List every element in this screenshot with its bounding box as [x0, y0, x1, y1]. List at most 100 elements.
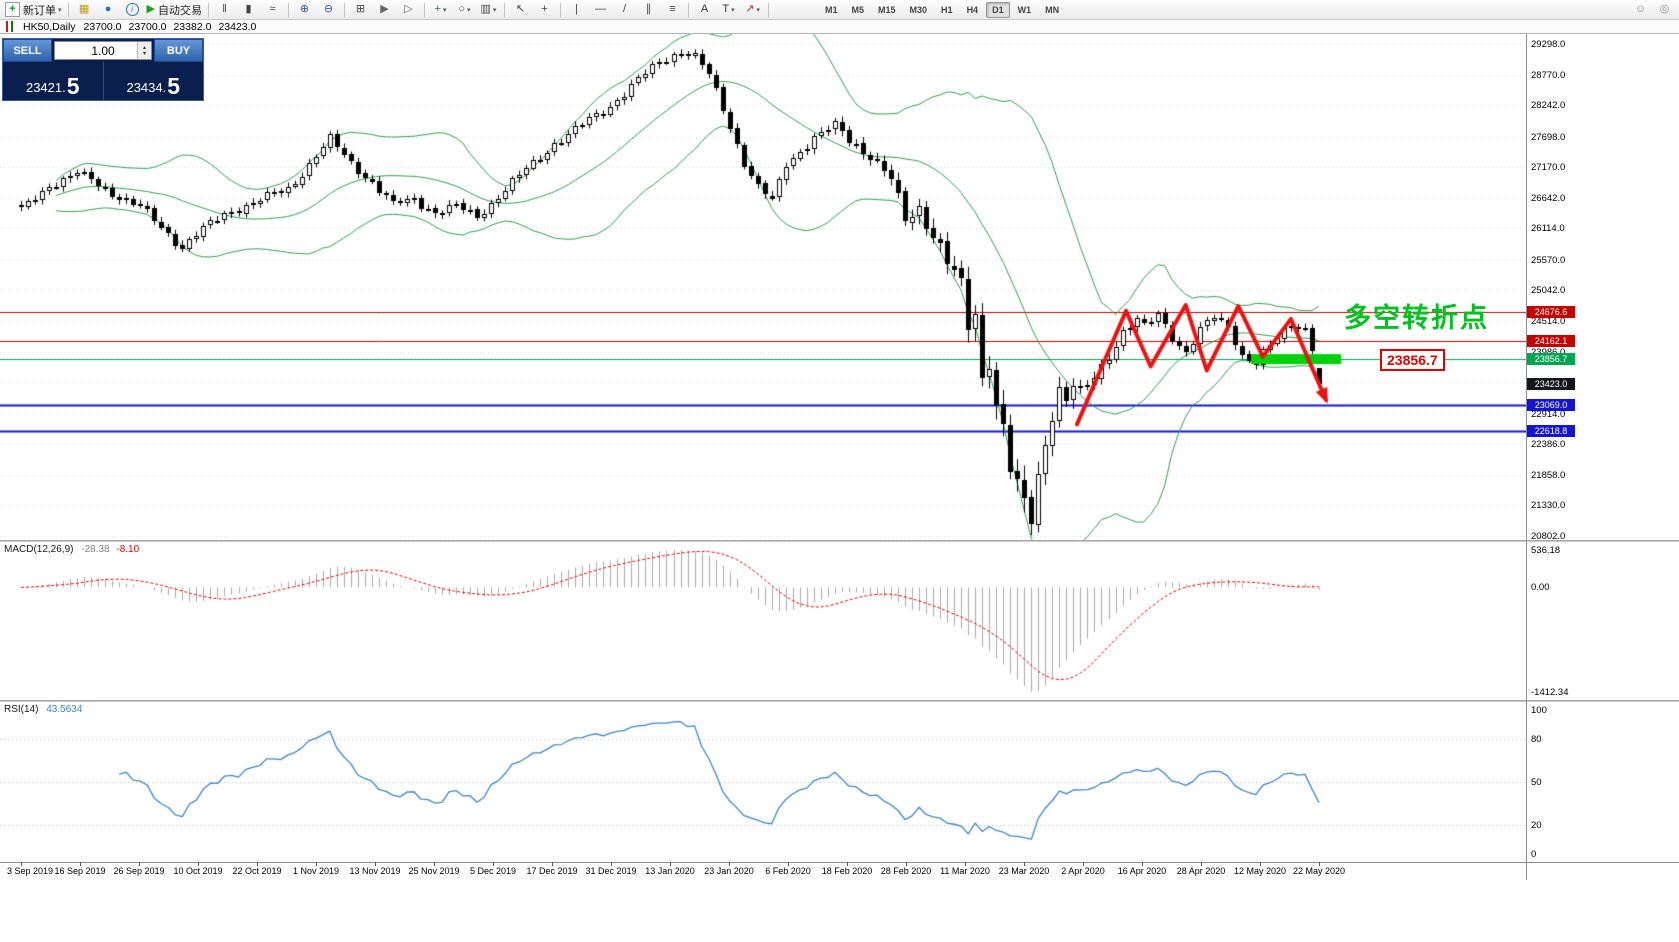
time-axis-label: 22 May 2020: [1292, 866, 1346, 876]
autotrading-button[interactable]: ▶ 自动交易: [145, 0, 204, 19]
caret-down-icon: ▾: [467, 6, 471, 14]
info-icon[interactable]: i: [121, 0, 144, 19]
charts-grid-icon-glyph: ▦: [78, 3, 90, 15]
vertical-line-icon[interactable]: |: [565, 0, 588, 19]
candlestick-chart-icon[interactable]: ▮: [237, 0, 260, 19]
arrows-icon[interactable]: ↗ ▾: [741, 0, 764, 19]
price-scale-label: 26642.0: [1531, 192, 1566, 204]
volume-up-icon[interactable]: ▴: [142, 44, 146, 51]
price-scale-label: 25570.0: [1531, 254, 1566, 266]
macd-signal-value: -8.10: [116, 544, 140, 555]
help-search-icon[interactable]: ◎: [1653, 0, 1676, 19]
cursor-icon[interactable]: ↖: [509, 0, 532, 19]
toolbar-separator: [287, 2, 289, 17]
timeframe-button-mn[interactable]: MN: [1045, 4, 1060, 15]
crosshair-icon[interactable]: +: [533, 0, 556, 19]
time-axis-label: 12 May 2020: [1233, 866, 1287, 876]
bar-chart-icon[interactable]: ‖: [213, 0, 236, 19]
autotrading-glyph: ▶: [146, 3, 155, 15]
rsi-panel-splitter[interactable]: [0, 700, 1679, 702]
new-order-button-label: 新订单: [23, 4, 56, 17]
time-axis-label: 22 Oct 2019: [232, 866, 282, 876]
timeframe-group: M1 M5 M15 M30 H1 H4 D1 W1 MN: [819, 1, 1065, 18]
buy-price[interactable]: 23434. 5: [102, 62, 204, 100]
equidistant-channel-icon[interactable]: ∥: [637, 0, 660, 19]
volume-stepper[interactable]: ▴ ▾: [137, 42, 151, 59]
time-axis-label: 28 Apr 2020: [1176, 866, 1226, 876]
main-chart-canvas[interactable]: [0, 34, 1526, 540]
macd-scale-zero: 0.00: [1531, 582, 1550, 594]
fibonacci-icon-glyph: ≡: [669, 3, 676, 15]
chart-title-bar: HK50,Daily 23700.0 23700.0 23382.0 23423.0: [0, 20, 1679, 34]
time-axis-label: 3 Sep 2019: [6, 866, 54, 876]
toolbar-separator: [767, 2, 769, 17]
timeframe-button-m15[interactable]: M15: [878, 4, 896, 15]
trendline-icon[interactable]: /: [613, 0, 636, 19]
info-icon-glyph: i: [125, 3, 139, 16]
price-tag-annotation[interactable]: 23856.7: [1380, 349, 1445, 371]
time-axis-label: 16 Apr 2020: [1117, 866, 1167, 876]
sell-price-main: 23421.: [25, 80, 66, 95]
rsi-value: 43.5634: [46, 704, 83, 715]
timeframe-button-d1[interactable]: D1: [986, 1, 1010, 18]
macd-chart-canvas[interactable]: [0, 542, 1526, 700]
timeframe-button-m1[interactable]: M1: [824, 4, 838, 15]
time-axis-label: 13 Nov 2019: [349, 866, 401, 876]
sell-price-big-digit: 5: [66, 73, 80, 99]
price-scale-label: 22386.0: [1531, 439, 1566, 451]
time-axis-label: 10 Oct 2019: [173, 866, 223, 876]
profile-icon[interactable]: ●: [97, 0, 120, 19]
toolbar-separator: [503, 2, 505, 17]
timeframe-button-m5[interactable]: M5: [851, 4, 865, 15]
indicators-icon[interactable]: + ▾: [429, 0, 452, 19]
templates-icon[interactable]: ▥ ▾: [477, 0, 500, 19]
text-label-icon[interactable]: T ▾: [717, 0, 740, 19]
turning-point-annotation[interactable]: 多空转折点: [1344, 303, 1489, 333]
timeframe-button-h4[interactable]: H4: [966, 4, 979, 15]
timeframe-button-m30[interactable]: M30: [909, 4, 928, 15]
time-axis-label: 26 Sep 2019: [113, 866, 165, 876]
sell-price[interactable]: 23421. 5: [3, 62, 103, 100]
volume-field[interactable]: 1.00 ▴ ▾: [54, 41, 152, 60]
zoom-in-icon-glyph: ⊕: [299, 3, 310, 15]
buy-button[interactable]: BUY: [154, 39, 203, 62]
ohlc-readout: 23700.0 23700.0 23382.0 23423.0: [84, 21, 264, 33]
zoom-out-icon[interactable]: ⊖: [317, 0, 340, 19]
chart-shift-icon[interactable]: ▷: [397, 0, 420, 19]
tile-windows-icon[interactable]: ⊞: [349, 0, 372, 19]
timeframe-button-w1[interactable]: W1: [1017, 4, 1032, 15]
macd-panel-splitter[interactable]: [0, 540, 1679, 542]
fibonacci-icon[interactable]: ≡: [661, 0, 684, 19]
price-scale-label: 27170.0: [1531, 162, 1566, 174]
price-scale-label: 29298.0: [1531, 39, 1566, 50]
macd-name-label: MACD(12,26,9): [4, 544, 74, 555]
toolbar-separator: [207, 2, 209, 17]
symbol-icon: [4, 21, 15, 32]
caret-down-icon: ▾: [756, 6, 760, 14]
community-icon[interactable]: ☺: [1629, 0, 1652, 19]
horizontal-line-icon[interactable]: —: [589, 0, 612, 19]
trade-panel-controls: SELL 1.00 ▴ ▾ BUY: [3, 39, 203, 62]
line-chart-icon[interactable]: ≈: [261, 0, 284, 19]
horizontal-line-icon-glyph: —: [594, 3, 606, 15]
sell-button[interactable]: SELL: [3, 39, 52, 62]
auto-scroll-icon[interactable]: ▶: [373, 0, 396, 19]
timeframe-button-h1[interactable]: H1: [941, 4, 953, 15]
text-icon-glyph: A: [700, 3, 709, 15]
text-icon[interactable]: A: [693, 0, 716, 19]
time-axis-separator: [0, 862, 1679, 863]
charts-grid-icon[interactable]: ▦: [73, 0, 96, 19]
new-order-button[interactable]: + 新订单 ▾: [3, 0, 64, 19]
rsi-chart-canvas[interactable]: [0, 702, 1526, 862]
autotrading-button-label: 自动交易: [157, 4, 202, 17]
current-price-badge: 23423.0: [1527, 378, 1575, 391]
time-axis-label: 18 Feb 2020: [821, 866, 873, 876]
periods-icon[interactable]: ○ ▾: [453, 0, 476, 19]
crosshair-icon-glyph: +: [541, 3, 548, 15]
caret-down-icon: ▾: [731, 6, 735, 14]
volume-down-icon[interactable]: ▾: [142, 50, 146, 57]
price-level-badge: 24162.1: [1527, 335, 1575, 348]
rsi-scale-label: 20: [1531, 820, 1542, 832]
zoom-out-icon-glyph: ⊖: [323, 3, 334, 15]
zoom-in-icon[interactable]: ⊕: [293, 0, 316, 19]
